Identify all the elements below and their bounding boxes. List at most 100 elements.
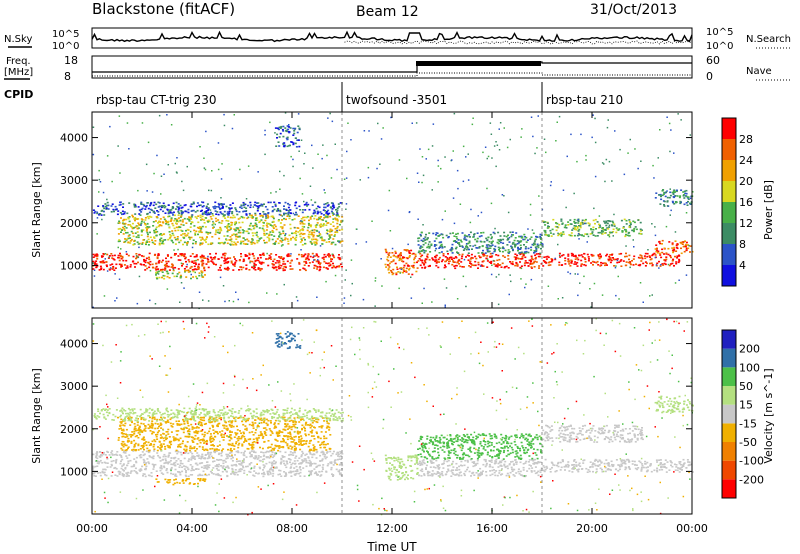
data-cell — [458, 243, 461, 246]
data-cell — [120, 201, 122, 203]
data-cell — [286, 438, 289, 441]
data-cell — [491, 244, 494, 246]
colorbar-tick-label: 20 — [739, 175, 753, 188]
data-cell — [274, 243, 276, 245]
data-cell — [213, 460, 216, 462]
data-cell — [581, 263, 583, 265]
data-cell — [679, 202, 682, 205]
data-cell — [265, 241, 268, 244]
data-cell — [160, 268, 163, 271]
data-cell — [162, 243, 165, 245]
data-cell — [150, 472, 153, 474]
data-cell — [158, 243, 161, 246]
data-cell — [221, 213, 224, 215]
data-cell — [615, 265, 617, 267]
data-cell — [145, 465, 148, 468]
data-cell — [117, 254, 120, 257]
data-cell — [331, 229, 334, 232]
data-cell — [155, 434, 157, 436]
data-cell — [118, 263, 121, 266]
data-cell — [468, 255, 471, 257]
data-cell — [495, 254, 498, 256]
data-cell — [173, 214, 176, 217]
data-cell — [156, 438, 159, 440]
data-cell — [148, 474, 151, 477]
data-cell — [513, 256, 516, 258]
data-cell — [588, 224, 591, 227]
data-cell — [343, 297, 346, 299]
data-cell — [556, 226, 559, 228]
data-cell — [153, 201, 156, 204]
data-cell — [303, 268, 306, 270]
data-cell — [207, 451, 209, 454]
data-cell — [181, 442, 184, 445]
data-cell — [195, 230, 198, 233]
data-cell — [537, 253, 540, 255]
data-cell — [543, 261, 546, 263]
data-cell — [325, 456, 328, 458]
data-cell — [201, 225, 204, 228]
data-cell — [254, 260, 257, 262]
colorbar-swatch — [722, 181, 736, 202]
data-cell — [299, 222, 302, 225]
data-cell — [194, 216, 197, 218]
data-cell — [199, 424, 202, 427]
data-cell — [298, 261, 301, 264]
data-cell — [254, 222, 257, 225]
data-cell — [649, 295, 651, 297]
data-cell — [686, 204, 689, 206]
data-cell — [335, 265, 338, 268]
data-cell — [689, 202, 691, 205]
data-cell — [624, 235, 627, 238]
data-cell — [442, 254, 445, 257]
data-cell — [186, 218, 189, 220]
data-cell — [212, 438, 215, 441]
data-cell — [209, 209, 212, 211]
data-cell — [415, 122, 418, 124]
data-cell — [687, 196, 690, 198]
data-cell — [289, 453, 292, 456]
data-cell — [122, 475, 125, 478]
data-cell — [220, 229, 223, 232]
noise-sky-line — [91, 30, 693, 43]
data-cell — [463, 266, 465, 268]
data-cell — [205, 474, 208, 477]
data-cell — [304, 242, 306, 245]
data-cell — [248, 269, 251, 271]
data-cell — [558, 261, 561, 264]
data-cell — [530, 236, 533, 238]
data-cell — [168, 461, 171, 463]
data-cell — [505, 265, 508, 268]
data-cell — [659, 254, 662, 256]
data-cell — [612, 221, 615, 224]
data-cell — [323, 217, 326, 219]
data-cell — [148, 262, 150, 265]
data-cell — [601, 162, 604, 164]
data-cell — [323, 206, 326, 209]
data-cell — [546, 234, 549, 237]
data-cell — [490, 237, 493, 240]
data-cell — [577, 233, 580, 235]
data-cell — [277, 242, 280, 245]
data-cell — [182, 440, 184, 442]
data-cell — [242, 454, 245, 456]
data-cell — [584, 218, 587, 221]
data-cell — [234, 234, 237, 236]
data-cell — [276, 440, 279, 442]
data-cell — [615, 294, 617, 297]
data-cell — [121, 474, 124, 476]
data-cell — [463, 234, 466, 237]
data-cell — [107, 208, 110, 210]
data-cell — [224, 226, 226, 228]
data-cell — [338, 223, 341, 226]
data-cell — [260, 203, 262, 205]
data-cell — [274, 266, 277, 268]
data-cell — [146, 202, 149, 204]
data-cell — [143, 460, 146, 462]
data-cell — [299, 269, 302, 271]
data-cell — [161, 459, 164, 461]
data-cell — [239, 206, 242, 209]
data-cell — [438, 261, 440, 263]
data-cell — [622, 226, 625, 228]
data-cell — [179, 460, 182, 462]
